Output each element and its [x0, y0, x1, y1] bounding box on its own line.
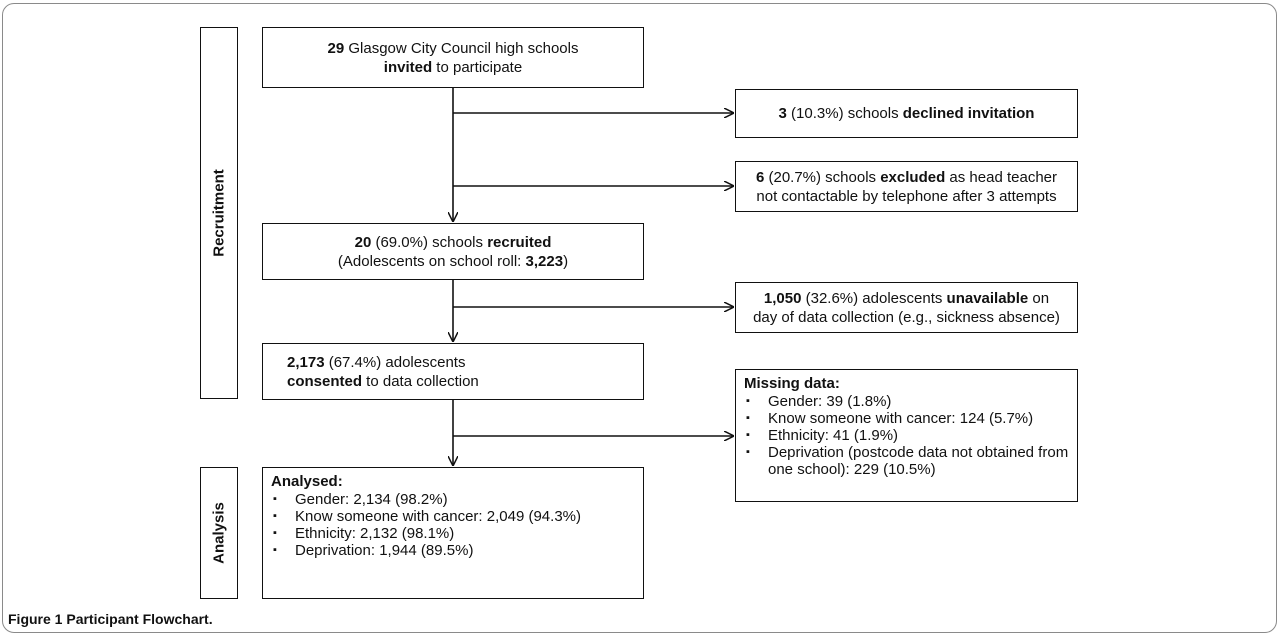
unavailable-box: 1,050 (32.6%) adolescents unavailable on…: [735, 282, 1078, 333]
roll-count: 3,223: [525, 252, 564, 270]
missing-data-box: Missing data: ▪ Gender: 39 (1.8%) ▪ Know s…: [735, 369, 1078, 502]
bullet-icon: ▪: [273, 544, 277, 556]
missing-gender: Gender: 39 (1.8%): [768, 393, 892, 410]
consented-keyword: consented: [287, 372, 363, 390]
missing-deprivation: Deprivation (postcode data not obtained …: [768, 444, 1069, 478]
invited-count: 29: [327, 39, 345, 57]
excluded-keyword: excluded: [880, 168, 946, 186]
recruited-box: 20 (69.0%) schools recruited (Adolescent…: [262, 223, 644, 280]
declined-text: (10.3%) schools: [786, 105, 903, 122]
declined-count: 3: [778, 105, 787, 122]
list-item: ▪ Deprivation: 1,944 (89.5%): [271, 542, 635, 559]
bullet-icon: ▪: [273, 493, 277, 505]
analysis-side-panel: Analysis: [200, 467, 238, 599]
consented-text-2: to data collection: [362, 372, 479, 390]
recruited-keyword: recruited: [487, 233, 552, 251]
recruited-text-3: ): [563, 252, 569, 270]
figure-frame: [2, 3, 1277, 633]
figure-caption: Figure 1 Participant Flowchart.: [8, 611, 213, 627]
list-item: ▪ Gender: 39 (1.8%): [744, 393, 1069, 410]
analysis-label: Analysis: [210, 502, 228, 564]
consented-box: 2,173 (67.4%) adolescents consented to d…: [262, 343, 644, 400]
bullet-icon: ▪: [273, 527, 277, 539]
invited-keyword: invited: [383, 58, 433, 76]
excluded-text-2: as head teacher: [945, 168, 1057, 186]
missing-know-cancer: Know someone with cancer: 124 (5.7%): [768, 410, 1034, 427]
declined-keyword: declined invitation: [902, 105, 1035, 122]
recruited-text-2: (Adolescents on school roll:: [337, 252, 526, 270]
unavailable-text-2: on: [1028, 289, 1050, 307]
bullet-icon: ▪: [746, 395, 750, 407]
bullet-icon: ▪: [746, 446, 750, 458]
bullet-icon: ▪: [273, 510, 277, 522]
analysed-box: Analysed: ▪ Gender: 2,134 (98.2%) ▪ Know s…: [262, 467, 644, 599]
consented-text-1: (67.4%) adolescents: [324, 353, 466, 371]
list-item: ▪ Deprivation (postcode data not obtained…: [744, 444, 1069, 478]
excluded-count: 6: [755, 168, 765, 186]
recruited-text-1: (69.0%) schools: [371, 233, 488, 251]
excluded-text-1: (20.7%) schools: [764, 168, 881, 186]
bullet-icon: ▪: [746, 429, 750, 441]
unavailable-keyword: unavailable: [946, 289, 1029, 307]
invited-text-2: to participate: [432, 58, 523, 76]
consented-count: 2,173: [287, 353, 325, 371]
recruitment-side-panel: Recruitment: [200, 27, 238, 399]
excluded-text-3: not contactable by telephone after 3 att…: [756, 187, 1057, 205]
analysed-know-cancer: Know someone with cancer: 2,049 (94.3%): [295, 508, 581, 525]
missing-ethnicity: Ethnicity: 41 (1.9%): [768, 427, 899, 444]
caption-label: Figure 1: [8, 611, 63, 627]
analysed-title: Analysed:: [271, 473, 343, 490]
recruited-count: 20: [354, 233, 372, 251]
unavailable-text-3: day of data collection (e.g., sickness a…: [753, 308, 1060, 326]
analysed-ethnicity: Ethnicity: 2,132 (98.1%): [295, 525, 455, 542]
unavailable-count: 1,050: [763, 289, 802, 307]
bullet-icon: ▪: [746, 412, 750, 424]
recruitment-label: Recruitment: [210, 169, 228, 257]
caption-text: Participant Flowchart.: [62, 611, 213, 627]
unavailable-text-1: (32.6%) adolescents: [801, 289, 947, 307]
invited-box: 29 Glasgow City Council high schools inv…: [262, 27, 644, 88]
list-item: ▪ Know someone with cancer: 2,049 (94.3%): [271, 508, 635, 525]
list-item: ▪ Ethnicity: 41 (1.9%): [744, 427, 1069, 444]
missing-data-list: ▪ Gender: 39 (1.8%) ▪ Know someone with ca…: [744, 393, 1069, 478]
list-item: ▪ Ethnicity: 2,132 (98.1%): [271, 525, 635, 542]
analysed-gender: Gender: 2,134 (98.2%): [295, 491, 448, 508]
analysed-list: ▪ Gender: 2,134 (98.2%) ▪ Know someone wit…: [271, 491, 635, 559]
declined-box: 3 (10.3%) schools declined invitation: [735, 89, 1078, 138]
invited-text-1: Glasgow City Council high schools: [344, 39, 579, 57]
list-item: ▪ Gender: 2,134 (98.2%): [271, 491, 635, 508]
missing-data-title: Missing data:: [744, 375, 840, 392]
list-item: ▪ Know someone with cancer: 124 (5.7%): [744, 410, 1069, 427]
analysed-deprivation: Deprivation: 1,944 (89.5%): [295, 542, 474, 559]
excluded-box: 6 (20.7%) schools excluded as head teach…: [735, 161, 1078, 212]
